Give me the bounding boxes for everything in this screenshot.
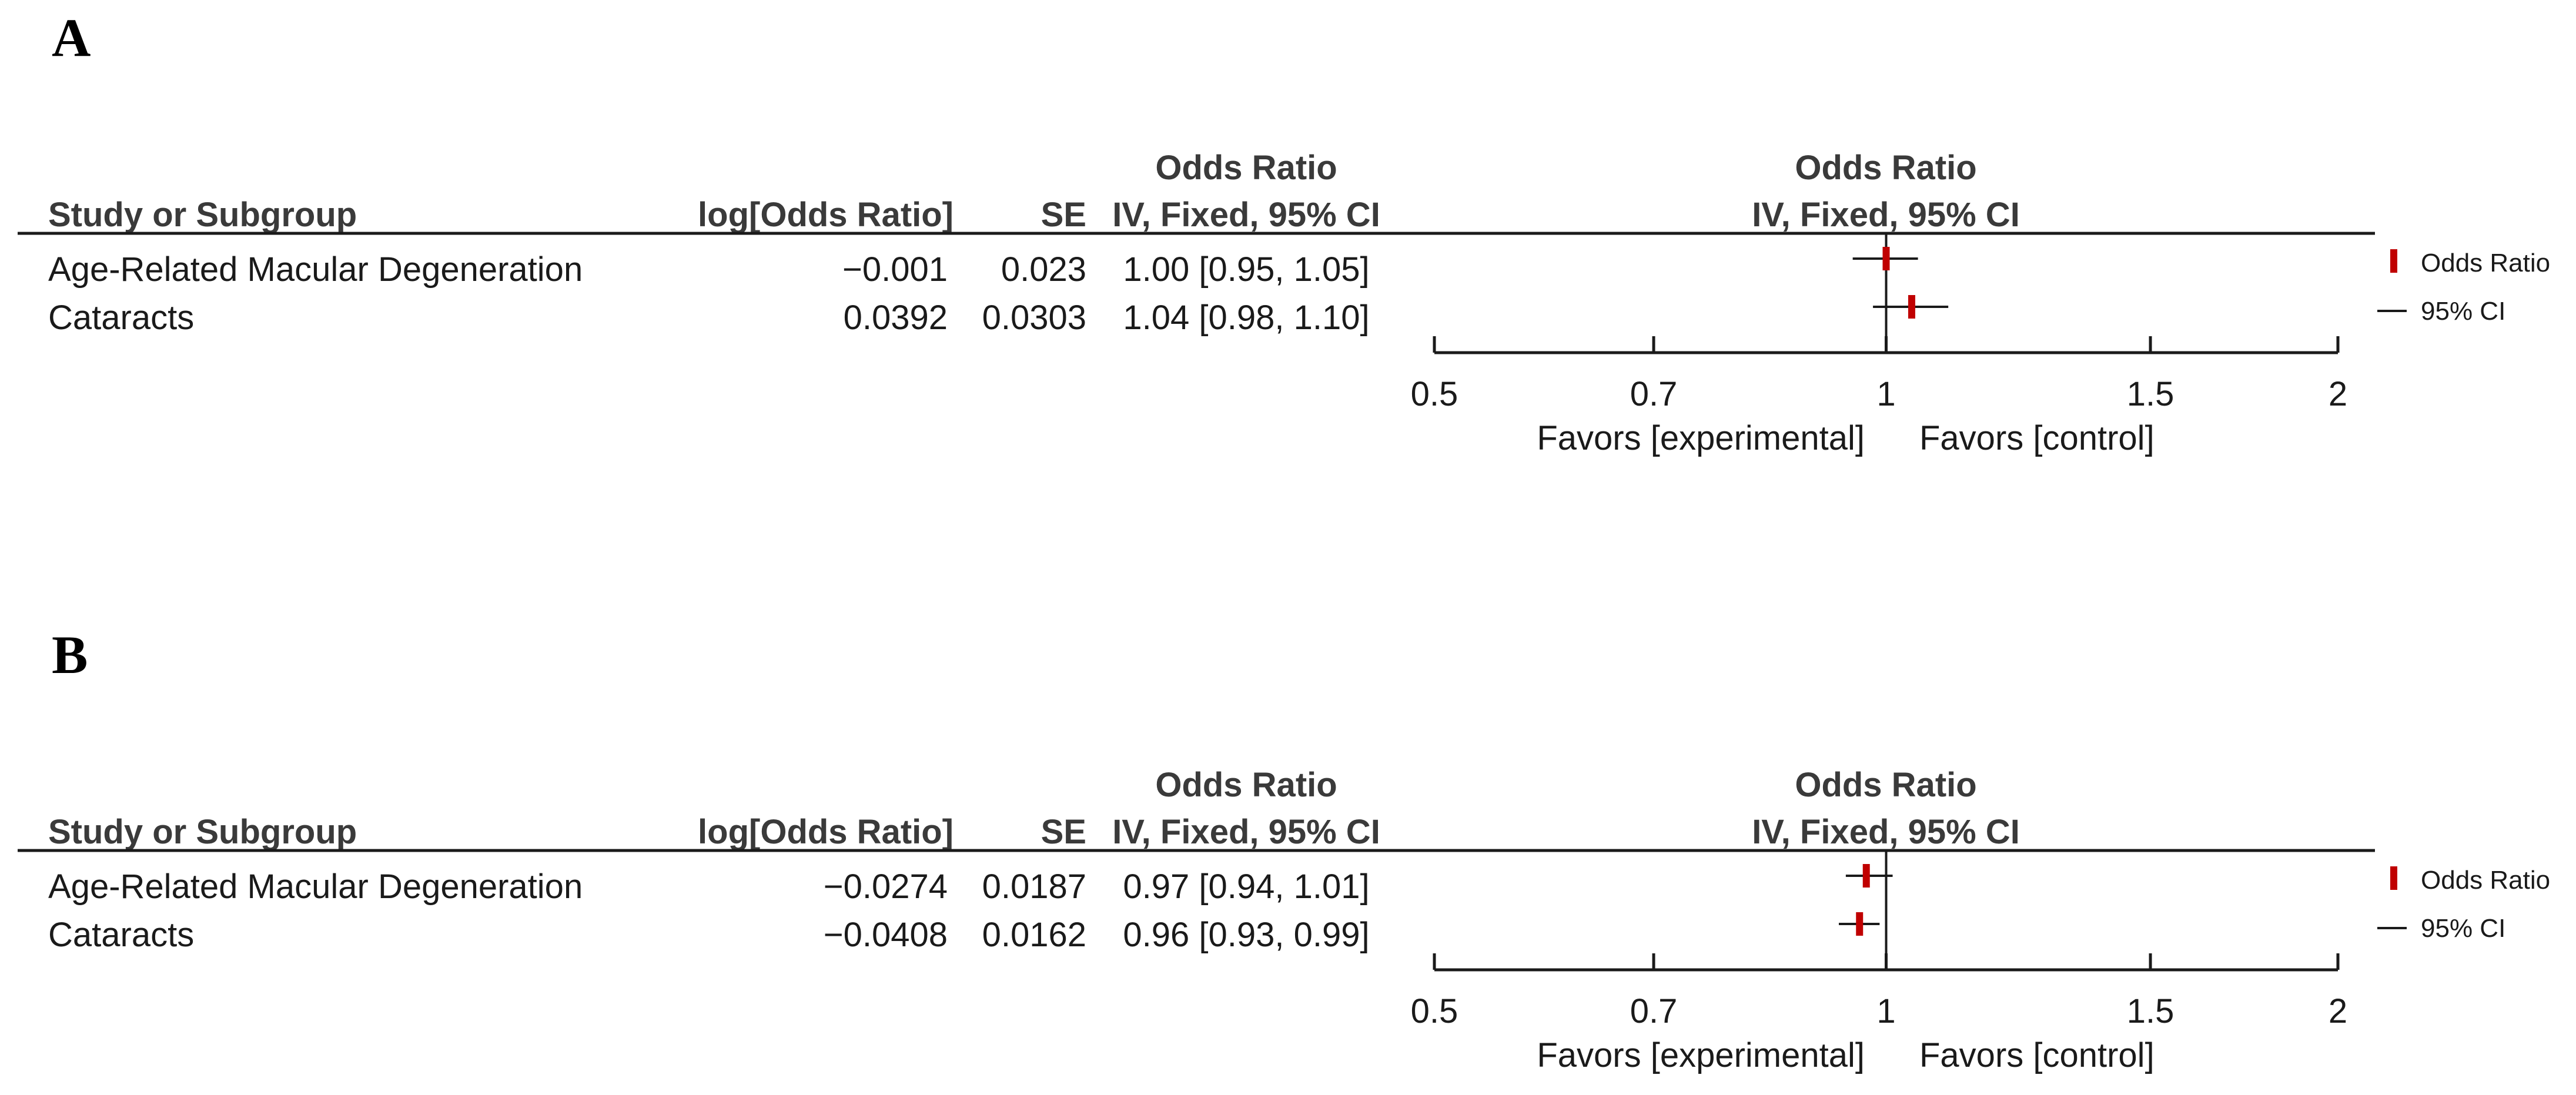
se-value: 0.023 xyxy=(1001,250,1086,289)
study-name: Cataracts xyxy=(48,299,194,337)
legend-odds-ratio-label: Odds Ratio xyxy=(2421,866,2550,895)
odds-ratio-point xyxy=(1882,247,1890,270)
odds-ratio-point xyxy=(1856,912,1864,936)
header-log-odds-ratio: log[Odds Ratio] xyxy=(698,196,954,234)
log-odds-ratio-value: −0.0274 xyxy=(824,868,948,906)
log-odds-ratio-value: 0.0392 xyxy=(844,299,948,337)
favors-control-label: Favors [control] xyxy=(1919,419,2155,457)
x-tick-label: 0.5 xyxy=(1411,992,1458,1030)
se-value: 0.0162 xyxy=(982,916,1086,954)
study-name: Cataracts xyxy=(48,916,194,954)
header-plot-method: IV, Fixed, 95% CI xyxy=(1752,813,2020,851)
x-tick-label: 1.5 xyxy=(2127,375,2174,413)
x-tick-label: 0.5 xyxy=(1411,375,1458,413)
header-log-odds-ratio: log[Odds Ratio] xyxy=(698,813,954,851)
header-odds-ratio-title: Odds Ratio xyxy=(1155,766,1337,804)
header-study: Study or Subgroup xyxy=(48,196,357,234)
x-tick-label: 1 xyxy=(1876,992,1895,1030)
favors-control-label: Favors [control] xyxy=(1919,1036,2155,1074)
legend-odds-ratio-label: Odds Ratio xyxy=(2421,249,2550,277)
header-plot-method: IV, Fixed, 95% CI xyxy=(1752,196,2020,234)
favors-experimental-label: Favors [experimental] xyxy=(1537,1036,1865,1074)
odds-ratio-ci-text: 1.04 [0.98, 1.10] xyxy=(1123,299,1369,337)
odds-ratio-ci-text: 0.97 [0.94, 1.01] xyxy=(1123,868,1369,906)
study-name: Age-Related Macular Degeneration xyxy=(48,250,583,289)
header-plot-title: Odds Ratio xyxy=(1795,766,1976,804)
odds-ratio-ci-text: 0.96 [0.93, 0.99] xyxy=(1123,916,1369,954)
x-tick-label: 2 xyxy=(2329,375,2347,413)
x-tick-label: 1.5 xyxy=(2127,992,2174,1030)
log-odds-ratio-value: −0.001 xyxy=(842,250,948,289)
log-odds-ratio-value: −0.0408 xyxy=(824,916,948,954)
se-value: 0.0303 xyxy=(982,299,1086,337)
odds-ratio-point xyxy=(1862,864,1870,888)
x-tick-label: 2 xyxy=(2329,992,2347,1030)
legend-odds-ratio-marker xyxy=(2390,249,2397,273)
x-tick-label: 0.7 xyxy=(1630,375,1678,413)
odds-ratio-point xyxy=(1908,295,1915,319)
legend-odds-ratio-marker xyxy=(2390,866,2397,890)
odds-ratio-ci-text: 1.00 [0.95, 1.05] xyxy=(1123,250,1369,289)
header-odds-ratio-title: Odds Ratio xyxy=(1155,149,1337,187)
legend-ci-label: 95% CI xyxy=(2421,914,2505,943)
favors-experimental-label: Favors [experimental] xyxy=(1537,419,1865,457)
study-name: Age-Related Macular Degeneration xyxy=(48,868,583,906)
header-odds-ratio-method: IV, Fixed, 95% CI xyxy=(1112,813,1380,851)
x-tick-label: 0.7 xyxy=(1630,992,1678,1030)
x-tick-label: 1 xyxy=(1876,375,1895,413)
header-se: SE xyxy=(1041,196,1086,234)
panel-b-label: B xyxy=(52,625,88,685)
header-plot-title: Odds Ratio xyxy=(1795,149,1976,187)
header-se: SE xyxy=(1041,813,1086,851)
header-study: Study or Subgroup xyxy=(48,813,357,851)
legend-ci-label: 95% CI xyxy=(2421,297,2505,326)
se-value: 0.0187 xyxy=(982,868,1086,906)
panel-a-label: A xyxy=(52,8,91,68)
header-odds-ratio-method: IV, Fixed, 95% CI xyxy=(1112,196,1380,234)
